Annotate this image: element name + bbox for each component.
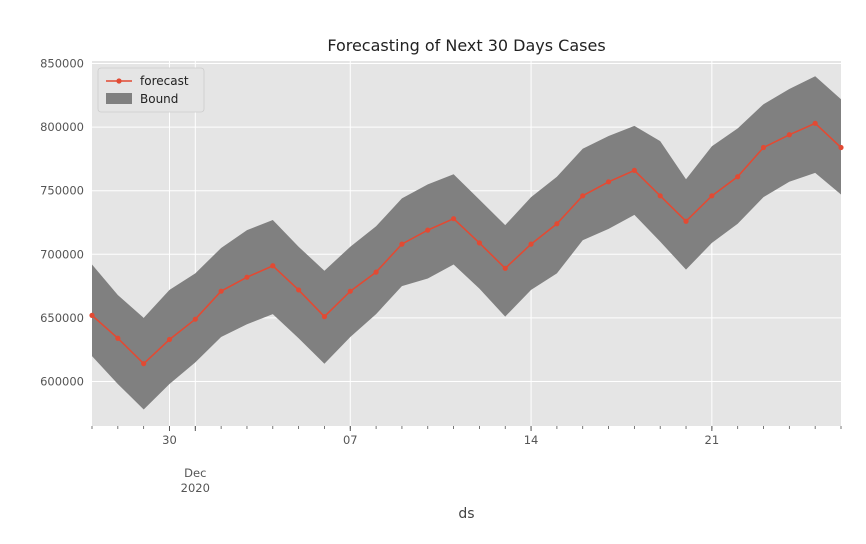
legend-bound-label: Bound: [140, 92, 178, 106]
forecast-point: [631, 167, 637, 173]
forecast-point: [192, 316, 198, 322]
forecast-point: [450, 216, 457, 222]
x-tick-label: 14: [524, 433, 539, 447]
y-tick-label: 600000: [40, 374, 84, 388]
forecast-point: [321, 314, 328, 320]
x-tick-year-label: 2020: [181, 481, 210, 495]
forecast-point: [554, 221, 560, 227]
forecast-point: [218, 288, 224, 294]
forecast-point: [838, 144, 844, 151]
x-axis-label: ds: [458, 506, 474, 522]
y-tick-label: 850000: [40, 57, 84, 71]
legend-forecast-label: forecast: [140, 74, 189, 88]
forecast-point: [683, 218, 689, 224]
y-tick-label: 800000: [40, 120, 84, 134]
forecast-points: [89, 120, 844, 367]
forecast-point: [605, 179, 612, 185]
chart-title: Forecasting of Next 30 Days Cases: [327, 36, 605, 55]
forecast-point: [115, 335, 121, 341]
forecast-point: [580, 193, 586, 199]
forecast-point: [244, 274, 250, 280]
forecast-point: [141, 361, 147, 367]
forecast-point: [373, 269, 379, 275]
y-tick-label: 650000: [40, 311, 84, 325]
bound-band: [92, 76, 841, 410]
forecast-point: [528, 241, 534, 247]
y-tick-label: 700000: [40, 247, 84, 261]
forecast-point: [476, 240, 483, 246]
forecast-point: [296, 287, 302, 293]
forecast-point: [502, 265, 508, 271]
x-tick-label: 07: [343, 433, 358, 447]
forecast-point: [812, 120, 818, 126]
y-axis-tick-labels: 600000 650000 700000 750000 800000 850000: [40, 57, 84, 389]
forecast-point: [166, 336, 173, 343]
forecast-point: [709, 193, 715, 199]
legend-forecast-marker: [116, 78, 122, 84]
x-tick-label: 30: [162, 433, 177, 447]
forecast-line: [91, 122, 842, 365]
forecast-point: [425, 227, 431, 233]
forecast-point: [760, 144, 767, 151]
forecast-point: [735, 174, 741, 180]
forecast-point: [89, 312, 95, 318]
x-tick-label: 21: [705, 433, 720, 447]
forecast-point: [270, 263, 276, 269]
legend: forecast Bound: [97, 67, 205, 113]
x-tick-month-label: Dec: [184, 466, 206, 480]
forecast-point: [347, 288, 353, 294]
forecast-point: [399, 241, 405, 247]
y-tick-label: 750000: [40, 184, 84, 198]
forecast-point: [657, 193, 663, 199]
legend-bound-patch: [106, 93, 132, 104]
forecast-point: [786, 132, 792, 138]
